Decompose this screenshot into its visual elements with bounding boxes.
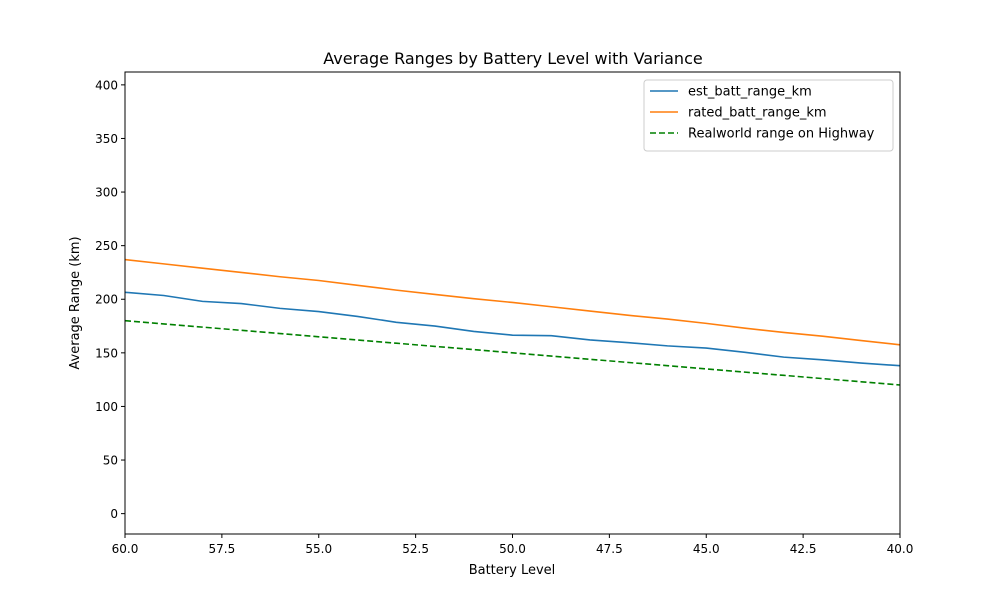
x-tick-label: 40.0 [887,542,914,556]
legend: est_batt_range_km rated_batt_range_km Real… [643,79,894,152]
legend-label: rated_batt_range_km [688,106,827,121]
series-line-2 [124,258,901,346]
x-tick-label: 52.5 [402,542,429,556]
y-tick-label: 300 [95,186,118,200]
y-axis: 0 50 100 150 200 250 300 350 400 [95,78,125,521]
x-axis-label: Battery Level [469,563,556,578]
x-tick-label: 57.5 [209,542,236,556]
y-tick-label: 200 [95,293,118,307]
x-tick-label: 50.0 [499,542,526,556]
y-tick-label: 250 [95,239,118,253]
x-tick-label: 47.5 [596,542,623,556]
x-tick-label: 55.0 [305,542,332,556]
chart-title: Average Ranges by Battery Level with Var… [323,49,702,68]
y-tick-label: 350 [95,132,118,146]
series-line-1 [124,291,901,367]
y-tick-label: 0 [110,507,118,521]
y-tick-label: 50 [103,454,118,468]
legend-label: Realworld range on Highway [688,127,875,142]
legend-box [643,79,894,152]
y-tick-label: 100 [95,400,118,414]
series-line-3 [124,319,901,386]
x-tick-label: 45.0 [693,542,720,556]
y-tick-label: 150 [95,346,118,360]
x-axis: 60.0 57.5 55.0 52.5 50.0 47.5 45.0 42.5 40.0 [112,534,914,556]
y-tick-label: 400 [95,78,118,92]
x-tick-label: 42.5 [790,542,817,556]
x-tick-label: 60.0 [112,542,139,556]
y-axis-label: Average Range (km) [68,236,83,369]
legend-label: est_batt_range_km [688,85,812,100]
series-layer [124,258,901,386]
